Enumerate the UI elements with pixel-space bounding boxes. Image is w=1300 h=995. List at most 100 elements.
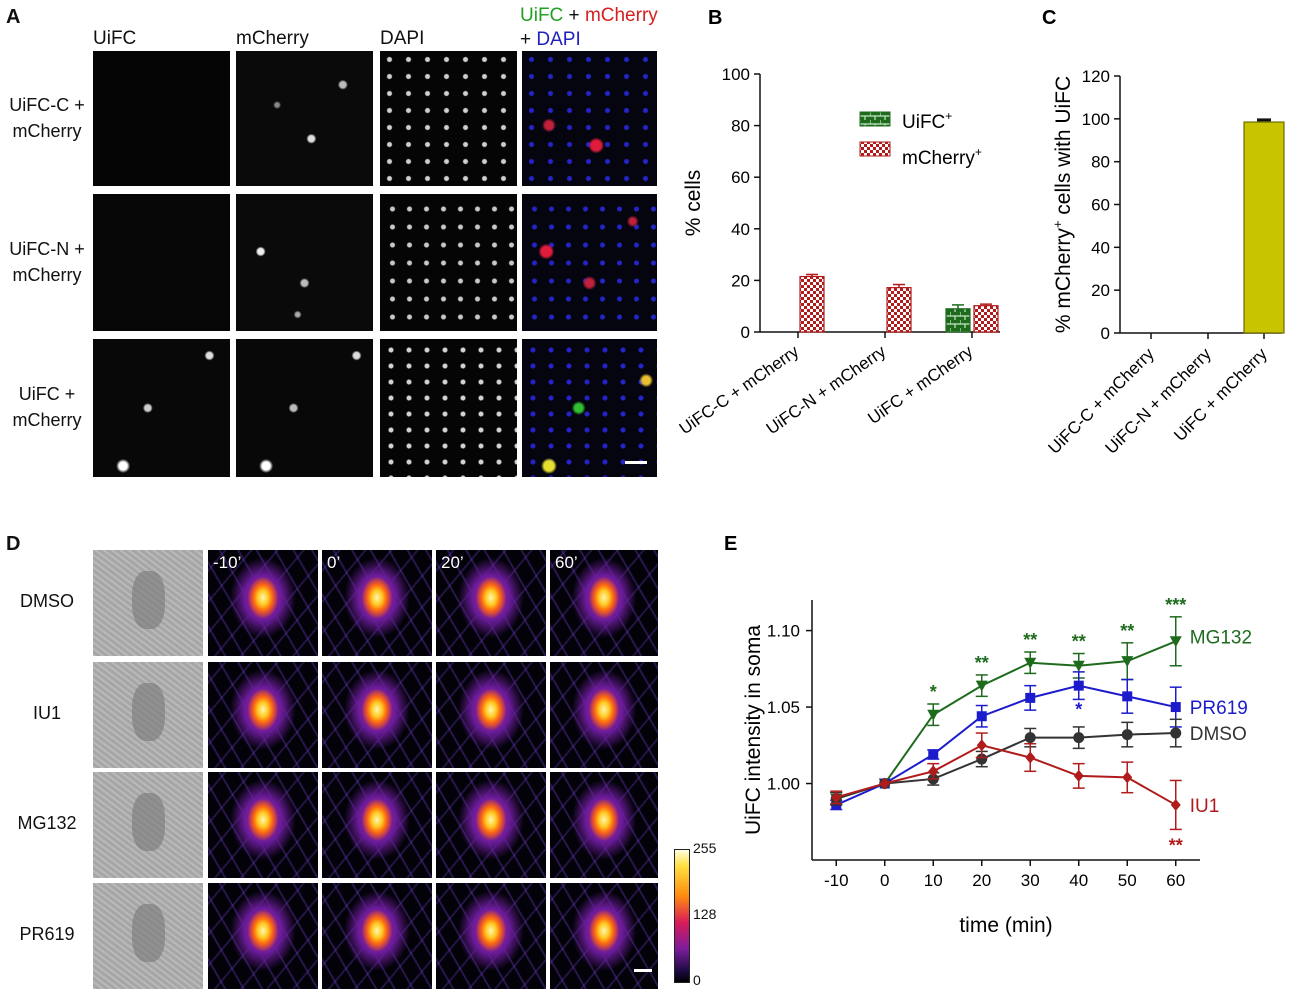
- b-bar-mcherry: [973, 305, 999, 333]
- e-xtick-label: 30: [1021, 871, 1040, 890]
- b-legend-uifc-sup: +: [945, 109, 952, 123]
- b-legend-swatch-mcherry: [859, 141, 891, 157]
- e-point-dmso: [1073, 732, 1085, 744]
- c-ylabel-sup: +: [1050, 221, 1065, 229]
- heatmap-dmso-t0: -10’: [208, 550, 318, 656]
- e-series-label-pr619: PR619: [1190, 698, 1248, 719]
- panel-c-label: C: [1042, 7, 1056, 29]
- heatmap-iu1-t1: [322, 662, 432, 768]
- brightfield-mg132: [93, 772, 203, 878]
- e-point-iu1: [1025, 751, 1036, 764]
- e-point-dmso: [1121, 729, 1133, 741]
- row-label-uifc-n: UiFC-N + mCherry: [9, 239, 85, 285]
- panel-b-label: B: [708, 7, 722, 29]
- b-legend-uifc: UiFC+: [902, 109, 952, 133]
- e-point-mg132: [975, 680, 988, 692]
- panel-e-chart: E 1.00 1.05 1.10 -10 0 10 20 30 40 50 60 time (min)…: [724, 533, 1252, 937]
- e-line-mg132: [835, 640, 1177, 800]
- heatmap-mg132-t2: [436, 772, 546, 878]
- brightfield-dmso: [93, 550, 203, 656]
- e-point-mg132: [1024, 657, 1037, 669]
- e-point-pr619: [1122, 691, 1133, 702]
- merge-uifc: UiFC: [520, 5, 564, 26]
- b-ytick-label: 80: [731, 117, 750, 136]
- micrograph-a-r1-merge: [522, 51, 657, 186]
- heatmap-mg132-t0: [208, 772, 318, 878]
- b-ytick-label: 40: [731, 220, 750, 239]
- micrograph-a-r3-uifc: [93, 339, 230, 477]
- brightfield-iu1: [93, 662, 203, 768]
- e-series-label-iu1: IU1: [1190, 796, 1220, 817]
- e-line-iu1: [835, 744, 1177, 806]
- e-point-mg132: [1121, 656, 1134, 668]
- row-label-mg132: MG132: [17, 813, 77, 833]
- b-bar-uifc: [945, 308, 971, 333]
- c-ylabel-post: cells with UiFC: [1052, 76, 1075, 221]
- e-point-iu1: [1170, 798, 1181, 811]
- b-legend-swatch-uifc: [859, 111, 891, 127]
- header-uifc: UiFC: [93, 28, 137, 49]
- heatmap-iu1-t3: [550, 662, 658, 768]
- colorbar-tick-128: 128: [693, 906, 717, 922]
- heatmap-pr619-t1: [322, 883, 432, 989]
- e-point-iu1: [1122, 771, 1133, 784]
- e-xtick-label: 10: [924, 871, 943, 890]
- brightfield-pr619: [93, 883, 203, 989]
- c-ytick-label: 20: [1091, 281, 1110, 300]
- time-label: -10’: [213, 553, 242, 572]
- heatmap-pr619-t0: [208, 883, 318, 989]
- colorbar-tick-255: 255: [693, 840, 717, 856]
- scale-bar: [625, 461, 647, 464]
- header-mcherry: mCherry: [236, 28, 309, 49]
- e-line-pr619: [835, 684, 1176, 806]
- time-label: 60’: [555, 553, 578, 572]
- micrograph-a-r1-uifc: [93, 51, 230, 186]
- e-point-pr619: [928, 749, 939, 760]
- e-point-pr619: [1170, 702, 1181, 713]
- e-significance-mg132: **: [1072, 632, 1086, 652]
- e-significance-mg132: ***: [1165, 595, 1186, 615]
- e-ytick-label: 1.10: [767, 622, 800, 641]
- c-xtick-label: UiFC-N + mCherry: [1102, 344, 1216, 458]
- b-legend-mcherry: mCherry+: [902, 145, 982, 169]
- heatmap-dmso-t3: 60’: [550, 550, 658, 656]
- micrograph-a-r1-mcherry: [236, 51, 373, 186]
- e-point-iu1: [879, 777, 890, 790]
- b-ytick-label: 0: [741, 323, 750, 342]
- e-ytick-label: 1.05: [767, 698, 800, 717]
- heatmap-mg132-t1: [322, 772, 432, 878]
- e-significance-mg132: **: [1023, 630, 1037, 650]
- time-label: 0’: [327, 553, 341, 572]
- e-significance-iu1: **: [1169, 835, 1183, 855]
- colorbar: [674, 849, 690, 983]
- e-significance-mg132: *: [930, 682, 937, 702]
- e-point-dmso: [1024, 732, 1036, 744]
- e-point-iu1: [831, 791, 842, 804]
- row-label-iu1: IU1: [32, 703, 61, 723]
- panel-c-chart: C 0 20 40 60 80 100 120 % mCherry+ cells with U…: [1042, 7, 1285, 458]
- row-label-uifc: UiFC + mCherry: [12, 384, 82, 430]
- micrograph-a-r2-merge: [522, 194, 657, 331]
- e-point-iu1: [928, 765, 939, 778]
- e-line-dmso: [835, 732, 1176, 800]
- e-significance-pr619: *: [1075, 699, 1082, 719]
- panel-d-label: D: [6, 533, 21, 555]
- header-merge: UiFC + mCherry + DAPI: [520, 4, 658, 52]
- micrograph-a-r1-dapi: [380, 51, 517, 186]
- e-point-mg132: [1169, 636, 1182, 648]
- scale-bar: [634, 969, 652, 972]
- row-label-dmso: DMSO: [20, 591, 74, 611]
- panel-e-label: E: [724, 533, 737, 555]
- panel-a-label: A: [6, 6, 21, 28]
- e-point-dmso: [976, 753, 988, 765]
- c-ytick-label: 120: [1082, 67, 1110, 86]
- row-label-uifc-c: UiFC-C + mCherry: [9, 95, 85, 141]
- c-ylabel: % mCherry+ cells with UiFC: [1050, 76, 1075, 333]
- e-series-label-dmso: DMSO: [1190, 724, 1247, 745]
- merge-plus-2: +: [520, 29, 537, 50]
- colorbar-tick-0: 0: [693, 972, 701, 988]
- e-point-iu1: [976, 739, 987, 752]
- e-xtick-label: 40: [1069, 871, 1088, 890]
- heatmap-pr619-t3: [550, 883, 658, 989]
